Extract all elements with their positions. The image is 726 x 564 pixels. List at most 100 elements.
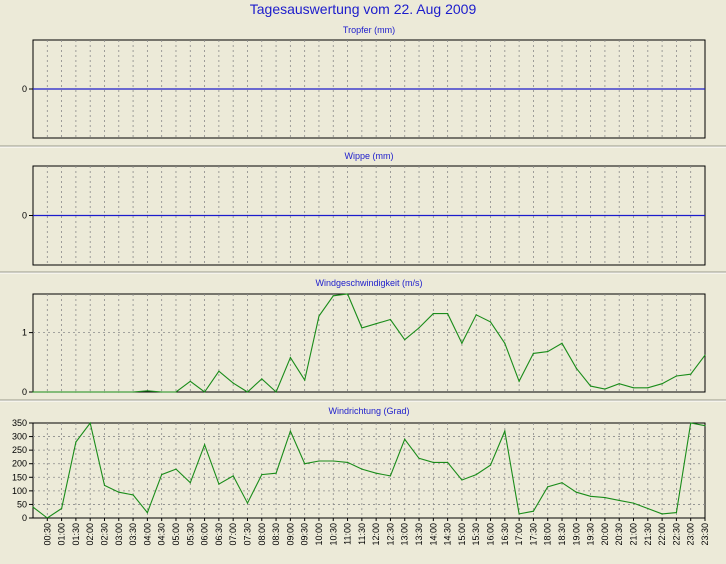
data-point <box>304 463 306 465</box>
data-point <box>375 472 377 474</box>
data-point <box>532 510 535 512</box>
x-tick-label: 18:30 <box>557 523 567 546</box>
data-point <box>675 511 678 514</box>
data-point <box>318 315 320 317</box>
x-tick-label: 18:00 <box>543 523 553 546</box>
panel-title: Windgeschwindigkeit (m/s) <box>315 278 422 288</box>
x-tick-label: 16:30 <box>500 523 510 546</box>
data-point <box>175 391 177 393</box>
data-point <box>175 468 177 470</box>
y-tick-label: 0 <box>22 84 27 94</box>
data-point <box>575 367 577 369</box>
data-point <box>261 474 263 476</box>
data-point <box>461 479 463 481</box>
data-point <box>189 380 191 382</box>
data-point <box>461 342 463 344</box>
data-point <box>675 375 678 377</box>
y-tick-label: 250 <box>12 445 27 455</box>
x-tick-label: 15:30 <box>471 523 481 546</box>
x-tick-label: 07:00 <box>228 523 238 546</box>
data-point <box>418 457 420 459</box>
data-point <box>432 313 434 315</box>
data-point <box>246 391 249 393</box>
x-tick-label: 10:00 <box>314 523 324 546</box>
data-point <box>389 318 391 321</box>
data-point <box>632 502 635 504</box>
data-point <box>404 339 406 341</box>
plot-area <box>32 293 706 393</box>
y-tick-label: 0 <box>22 211 27 221</box>
x-tick-label: 08:00 <box>257 523 267 546</box>
data-point <box>561 342 563 344</box>
data-point <box>547 351 549 353</box>
data-point <box>647 507 649 510</box>
y-tick-label: 200 <box>12 459 27 469</box>
x-tick-label: 22:30 <box>671 523 681 546</box>
data-point <box>46 391 48 393</box>
data-point <box>618 499 620 501</box>
data-point <box>318 460 320 462</box>
data-point <box>289 430 291 432</box>
data-point <box>261 378 263 380</box>
x-tick-label: 17:00 <box>514 523 524 546</box>
data-point <box>647 387 649 389</box>
data-point <box>61 507 63 510</box>
x-tick-label: 00:30 <box>42 523 52 546</box>
data-point <box>604 388 606 390</box>
data-point <box>375 323 377 325</box>
x-tick-label: 05:30 <box>185 523 195 546</box>
x-tick-label: 17:30 <box>528 523 538 546</box>
data-point <box>418 327 420 329</box>
data-point <box>661 383 663 385</box>
x-tick-label: 14:00 <box>428 523 438 546</box>
panel-title: Windrichtung (Grad) <box>328 406 409 416</box>
page-title: Tagesauswertung vom 22. Aug 2009 <box>249 1 477 17</box>
x-tick-label: 09:00 <box>285 523 295 546</box>
x-tick-label: 21:30 <box>643 523 653 546</box>
x-tick-label: 22:00 <box>657 523 667 546</box>
x-tick-label: 13:00 <box>400 523 410 546</box>
data-point <box>218 483 220 485</box>
y-tick-label: 350 <box>12 418 27 428</box>
data-point <box>218 370 220 372</box>
data-point <box>361 327 363 329</box>
data-point <box>475 474 477 476</box>
data-point <box>489 321 492 323</box>
x-tick-label: 11:30 <box>357 523 367 545</box>
y-tick-label: 1 <box>22 328 27 338</box>
data-point <box>361 468 363 470</box>
data-point <box>504 430 506 432</box>
x-tick-label: 09:30 <box>300 523 310 546</box>
data-point <box>204 391 206 393</box>
x-tick-label: 01:30 <box>71 523 81 546</box>
data-point <box>489 464 492 466</box>
x-tick-label: 14:30 <box>443 523 453 546</box>
data-point <box>432 461 434 463</box>
y-tick-label: 0 <box>22 513 27 523</box>
data-point <box>332 295 334 297</box>
x-tick-label: 15:00 <box>457 523 467 546</box>
data-point <box>661 513 663 515</box>
data-point <box>618 383 620 385</box>
data-point <box>704 354 706 356</box>
data-point <box>75 441 77 443</box>
data-point <box>690 373 692 375</box>
x-tick-label: 03:30 <box>128 523 138 546</box>
data-point <box>189 482 191 484</box>
data-point <box>475 314 477 316</box>
data-point <box>575 491 577 493</box>
data-point <box>590 385 592 387</box>
data-point <box>132 494 134 496</box>
series-line <box>32 421 706 519</box>
x-tick-label: 02:00 <box>85 523 95 546</box>
x-tick-label: 20:00 <box>600 523 610 546</box>
data-point <box>89 422 91 424</box>
x-tick-label: 05:00 <box>171 523 181 546</box>
data-point <box>690 422 692 424</box>
data-point <box>518 380 520 382</box>
data-point <box>232 475 234 477</box>
data-point <box>32 506 34 508</box>
x-tick-label: 19:00 <box>571 523 581 546</box>
data-point <box>146 390 148 392</box>
